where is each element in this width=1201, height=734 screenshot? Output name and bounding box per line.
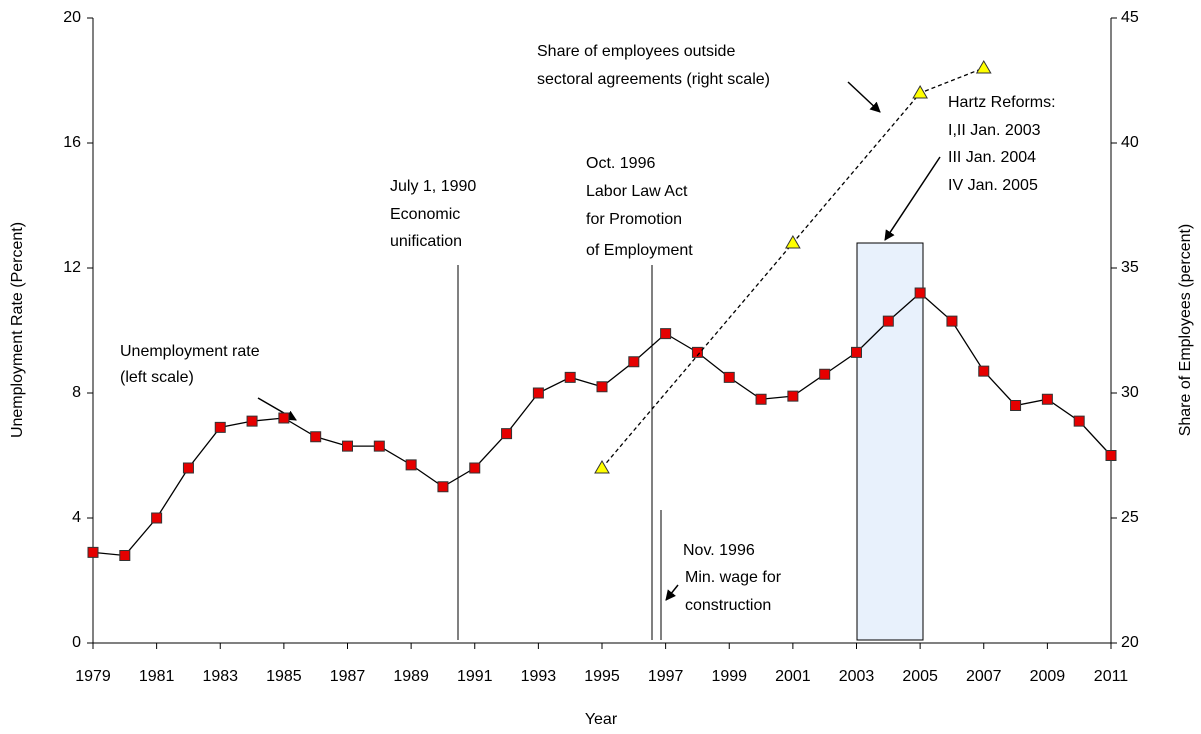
marker: [1073, 415, 1085, 427]
x-tick-label: 2007: [966, 668, 1002, 685]
x-tick-label: 2001: [775, 668, 811, 685]
annotation: Min. wage for: [685, 569, 782, 586]
marker: [437, 481, 449, 493]
x-tick-label: 1981: [139, 668, 175, 685]
marker: [214, 421, 226, 433]
x-tick-label: 1979: [75, 668, 111, 685]
marker: [564, 371, 576, 383]
marker: [469, 462, 481, 474]
x-tick-label: 2003: [839, 668, 875, 685]
annotation: IV Jan. 2005: [948, 177, 1038, 194]
y-tick-label: 16: [63, 134, 81, 151]
arrow: [847, 81, 881, 113]
marker: [978, 365, 990, 377]
x-tick-label: 1995: [584, 668, 620, 685]
marker: [596, 381, 608, 393]
annotation: July 1, 1990: [390, 178, 476, 195]
marker: [755, 393, 767, 405]
marker: [501, 428, 513, 440]
arrow: [884, 156, 941, 241]
marker: [946, 315, 958, 327]
x-tick-label: 2011: [1094, 668, 1129, 685]
marker: [1105, 450, 1117, 461]
series-line: [92, 292, 1112, 557]
marker: [1010, 400, 1022, 411]
marker: [594, 460, 610, 474]
marker: [87, 546, 99, 558]
series-line: [601, 67, 984, 469]
y-tick-label: 12: [63, 259, 81, 276]
y-tick-label: 4: [72, 509, 81, 526]
annotation: Hartz Reforms:: [948, 94, 1056, 111]
marker: [310, 431, 322, 443]
annotation: (left scale): [120, 369, 194, 386]
x-tick-label: 1985: [266, 668, 302, 685]
marker: [787, 390, 799, 402]
marker: [912, 85, 928, 99]
annotation: Nov. 1996: [683, 542, 755, 559]
x-tick-label: 1987: [330, 668, 366, 685]
marker: [628, 356, 640, 368]
x-tick-label: 1989: [393, 668, 429, 685]
annotation: Unemployment rate: [120, 343, 260, 360]
marker: [405, 459, 417, 471]
annotation: I,II Jan. 2003: [948, 122, 1041, 139]
x-tick-label: 2009: [1030, 668, 1066, 685]
marker: [342, 440, 353, 452]
y2-tick-label: 40: [1121, 134, 1139, 151]
marker: [975, 60, 992, 74]
marker: [119, 550, 131, 561]
annotation: Share of employees outside: [537, 43, 735, 60]
marker: [532, 387, 544, 399]
x-tick-label: 1993: [521, 668, 557, 685]
x-axis-title: Year: [585, 711, 618, 728]
y-axis-title: Unemployment Rate (Percent): [9, 222, 26, 438]
marker: [914, 287, 926, 299]
x-tick-label: 1999: [711, 668, 747, 685]
y2-tick-label: 20: [1121, 634, 1139, 651]
y2-tick-label: 35: [1121, 259, 1139, 276]
y2-tick-label: 30: [1121, 384, 1139, 401]
annotation: construction: [685, 597, 771, 614]
x-tick-label: 2005: [902, 668, 938, 685]
annotation: for Promotion: [586, 211, 682, 228]
x-tick-label: 1997: [648, 668, 684, 685]
y-tick-label: 20: [63, 9, 81, 26]
marker: [278, 412, 290, 424]
marker: [182, 462, 194, 474]
arrow: [257, 397, 297, 421]
marker: [660, 328, 672, 340]
x-tick-label: 1991: [457, 668, 493, 685]
highlight-box: [856, 242, 924, 641]
y-tick-label: 8: [72, 384, 81, 401]
y2-tick-label: 25: [1121, 509, 1139, 526]
marker: [723, 371, 735, 383]
marker: [691, 346, 703, 358]
marker: [246, 415, 258, 427]
marker: [1041, 393, 1053, 405]
annotation: sectoral agreements (right scale): [537, 71, 770, 88]
arrow: [665, 584, 679, 601]
marker: [882, 315, 894, 327]
y2-axis-title: Share of Employees (percent): [1177, 224, 1194, 437]
annotation: III Jan. 2004: [948, 149, 1036, 166]
marker: [785, 235, 801, 249]
marker: [151, 512, 163, 524]
annotation: Economic: [390, 206, 460, 223]
marker: [819, 368, 831, 380]
marker: [373, 440, 385, 452]
annotation: Labor Law Act: [586, 183, 688, 200]
marker: [851, 346, 862, 358]
y-tick-label: 0: [72, 634, 81, 651]
y2-tick-label: 45: [1121, 9, 1139, 26]
annotation: unification: [390, 233, 462, 250]
annotation: Oct. 1996: [586, 155, 655, 172]
x-tick-label: 1983: [202, 668, 238, 685]
annotation: of Employment: [586, 242, 693, 259]
